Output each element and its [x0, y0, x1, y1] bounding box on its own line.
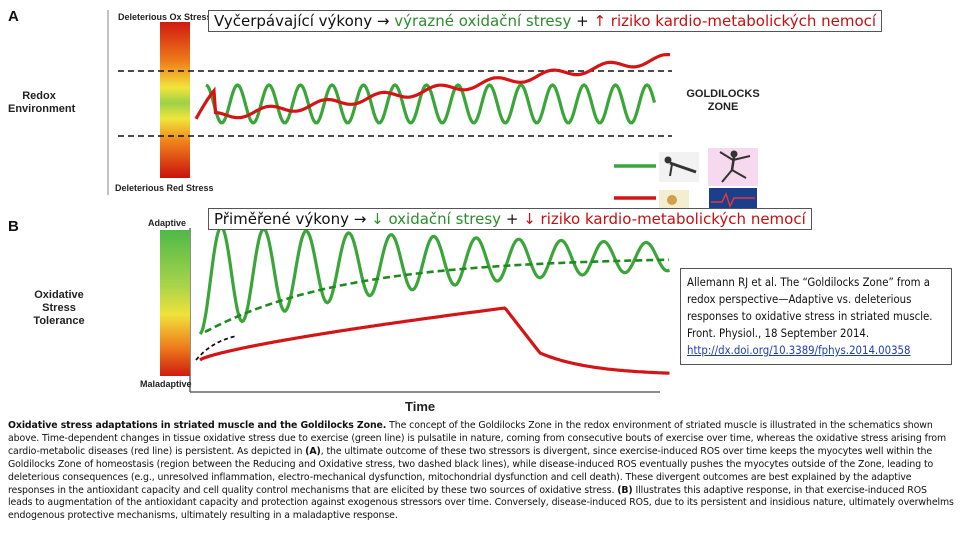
panel-b-overlay-text: Přiměřené výkony → ↓ oxidační stresy + ↓…: [208, 208, 812, 230]
panel-b-green-curve: [198, 224, 671, 336]
panel-b-red-curve: [199, 306, 670, 375]
overlay-a-part1: Vyčerpávající výkony →: [214, 12, 395, 30]
caption-text1: The concept of the Goldilocks Zone in th…: [8, 420, 947, 457]
citation-box: Allemann RJ et al. The “Goldilocks Zone”…: [680, 268, 952, 365]
citation-doi-link[interactable]: http://dx.doi.org/10.3389/fphys.2014.003…: [687, 344, 911, 357]
heart-monitor-icon: [709, 188, 757, 210]
panel-b-y-label: Oxidative Stress Tolerance: [33, 289, 85, 327]
panel-a-gradient-bar: [160, 22, 190, 178]
citation-text: Allemann RJ et al. The “Goldilocks Zone”…: [687, 276, 933, 340]
goldilocks-zone-label: GOLDILOCKS ZONE: [676, 88, 770, 114]
food-icon: [659, 190, 689, 210]
caption-text3: Illustrates this adaptive response, in t…: [8, 484, 954, 522]
overlay-b-part4: ↓ riziko kardio-metabolických nemocí: [523, 210, 806, 228]
legend-pictograms: [614, 148, 758, 210]
overlay-b-part3: +: [501, 210, 524, 228]
panel-b-dashed-black-curve: [195, 335, 236, 361]
panel-a-green-curve: [205, 83, 657, 125]
panel-a-overlay-text: Vyčerpávající výkony → výrazné oxidační …: [208, 10, 883, 32]
panel-a-top-label: Deleterious Ox Stress: [118, 12, 212, 22]
overlay-b-part2: ↓ oxidační stresy: [371, 210, 502, 228]
goldilocks-line1: GOLDILOCKS: [686, 88, 760, 100]
caption-ref-b: (B): [617, 484, 633, 496]
panel-a-y-label: Redox Environment: [8, 90, 76, 115]
overlay-b-part1: Přiměřené výkony →: [214, 210, 372, 228]
panel-b-gradient-bar: [160, 230, 190, 376]
panel-b-x-label: Time: [405, 399, 436, 414]
caption-ref-a: (A): [305, 445, 321, 457]
caption-title: Oxidative stress adaptations in striated…: [8, 420, 387, 431]
panel-b-dashed-green-curve: [204, 258, 670, 334]
panel-b-letter: B: [8, 218, 19, 235]
figure-caption: Oxidative stress adaptations in striated…: [8, 420, 954, 523]
overlay-a-part2: výrazné oxidační stresy: [394, 12, 572, 30]
panel-a-red-curve: [194, 53, 671, 120]
exercise-runner-icon: [708, 148, 758, 186]
overlay-a-part3: +: [571, 12, 594, 30]
panel-a-letter: A: [8, 8, 19, 25]
panel-a-bottom-label: Deleterious Red Stress: [115, 183, 214, 193]
caption-text2: , the ultimate outcome of these two stre…: [8, 445, 934, 496]
overlay-a-part4: ↑ riziko kardio-metabolických nemocí: [593, 12, 877, 30]
panel-b-top-label: Adaptive: [148, 218, 187, 228]
panel-b-bottom-label: Maladaptive: [140, 379, 192, 389]
goldilocks-line2: ZONE: [707, 101, 739, 113]
exercise-pushup-icon: [659, 152, 699, 182]
